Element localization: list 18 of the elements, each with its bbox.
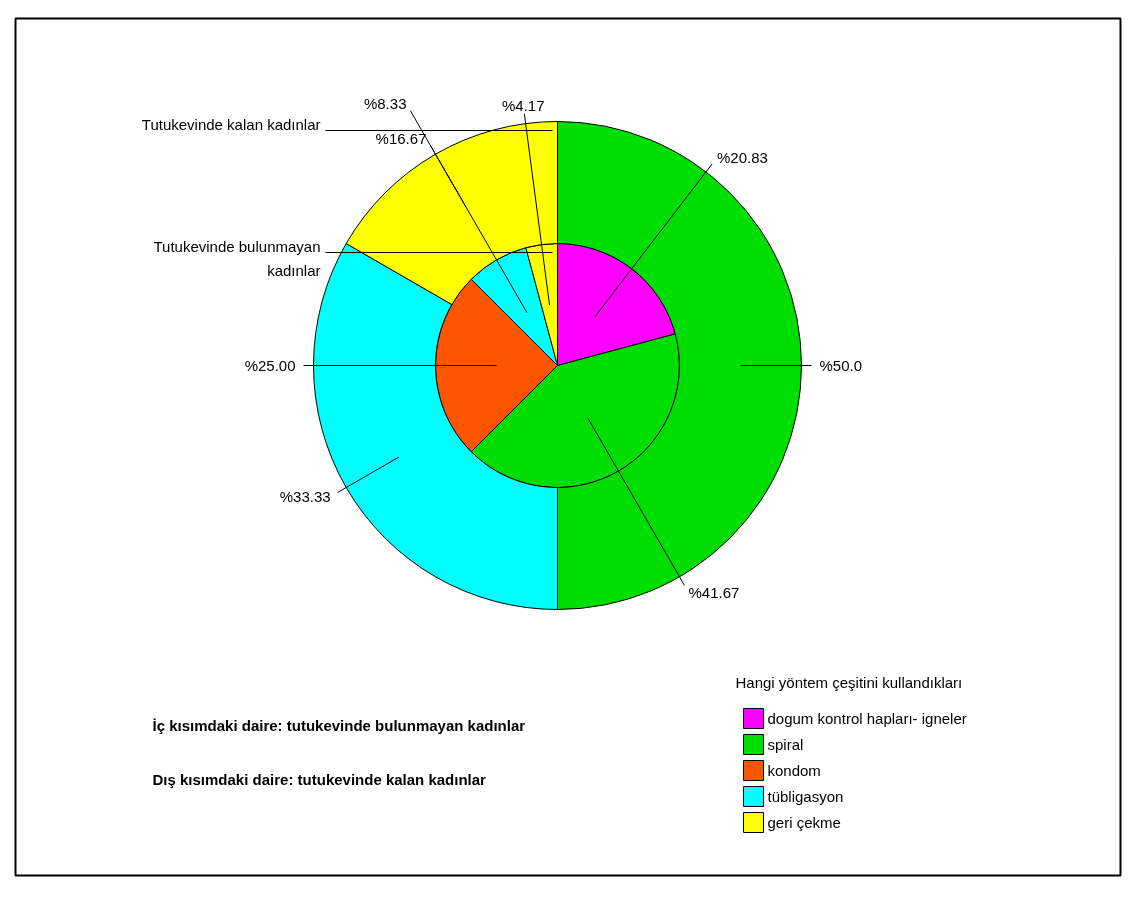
legend-label: spiral xyxy=(767,736,804,753)
legend-label: kondom xyxy=(767,762,821,779)
data-label: %50.0 xyxy=(819,357,863,374)
data-label: %20.83 xyxy=(716,149,768,167)
legend-label: dogum kontrol hapları- igneler xyxy=(767,710,967,727)
text: Dış kısımdaki daire: tutukevinde kalan kadınlar xyxy=(152,771,487,788)
text: İç kısımdaki daire: tutukevinde bulunmayan kadınlar xyxy=(152,717,526,734)
legend-label: tübligasyon xyxy=(767,788,844,805)
data-label: %33.33 xyxy=(279,488,331,506)
slice-label: Tutukevinde bulunmayan kadınlar xyxy=(153,238,321,279)
data-label: %4.17 xyxy=(502,97,545,115)
slice-label: Tutukevinde kalan kadınlar xyxy=(141,116,321,133)
data-label: %25.00 xyxy=(244,357,296,374)
legend-label: geri çekme xyxy=(767,814,841,831)
legend-title: Hangi yöntem çeşitini kullandıkları xyxy=(735,674,963,691)
data-label: %16.67 xyxy=(375,130,427,148)
data-label: %41.67 xyxy=(688,583,740,601)
data-label: %8.33 xyxy=(363,95,407,113)
